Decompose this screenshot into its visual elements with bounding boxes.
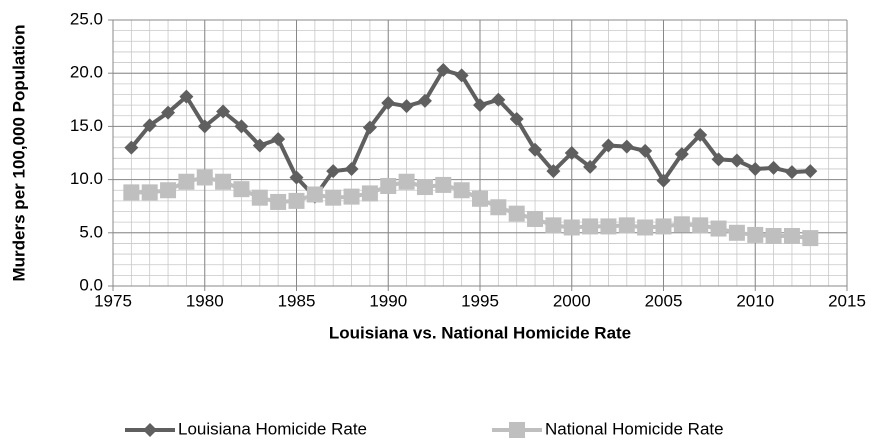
marker — [179, 89, 194, 104]
x-axis-label: Louisiana vs. National Homicide Rate — [329, 323, 631, 342]
marker — [803, 164, 818, 179]
marker — [326, 164, 341, 179]
x-tick-label: 2015 — [828, 291, 866, 310]
marker — [271, 132, 286, 147]
marker — [509, 111, 524, 126]
marker — [288, 192, 305, 209]
marker — [545, 217, 562, 234]
marker — [399, 99, 414, 114]
marker — [528, 142, 543, 157]
marker — [417, 93, 432, 108]
x-tick-label: 1975 — [94, 291, 132, 310]
marker — [344, 161, 359, 176]
marker — [343, 188, 360, 205]
marker — [416, 179, 433, 196]
marker — [673, 216, 690, 233]
y-tick-label: 10.0 — [70, 169, 103, 188]
marker — [748, 161, 763, 176]
marker — [508, 205, 525, 222]
marker — [381, 95, 396, 110]
marker — [234, 119, 249, 134]
x-tick-label: 1980 — [186, 291, 224, 310]
y-tick-label: 0.0 — [79, 275, 103, 294]
marker — [289, 170, 304, 185]
marker — [197, 119, 212, 134]
marker — [527, 210, 544, 227]
marker — [380, 177, 397, 194]
marker — [710, 220, 727, 237]
marker — [619, 139, 634, 154]
marker — [124, 140, 139, 155]
marker — [490, 199, 507, 216]
x-tick-label: 1995 — [461, 291, 499, 310]
marker — [766, 160, 781, 175]
marker — [325, 189, 342, 206]
marker — [563, 219, 580, 236]
legend-label: National Homicide Rate — [545, 419, 724, 438]
marker — [143, 423, 157, 437]
marker — [692, 217, 709, 234]
marker — [729, 153, 744, 168]
marker — [196, 169, 213, 186]
marker — [783, 227, 800, 244]
legend-label: Louisiana Homicide Rate — [178, 419, 367, 438]
marker — [674, 147, 689, 162]
marker — [306, 186, 323, 203]
marker — [473, 98, 487, 113]
marker — [618, 217, 635, 234]
marker — [600, 218, 617, 235]
marker — [472, 190, 488, 207]
marker — [178, 173, 195, 190]
marker — [564, 146, 579, 160]
x-tick-label: 1990 — [369, 291, 407, 310]
marker — [638, 143, 653, 158]
marker — [215, 173, 232, 190]
marker — [765, 227, 782, 244]
y-tick-label: 25.0 — [70, 9, 103, 28]
marker — [435, 176, 452, 193]
y-tick-label: 20.0 — [70, 63, 103, 82]
marker — [141, 184, 158, 201]
marker — [161, 105, 176, 120]
marker — [637, 219, 654, 236]
x-tick-label: 2005 — [645, 291, 683, 310]
marker — [453, 182, 470, 199]
y-axis-label: Murders per 100,000 Population — [9, 25, 28, 282]
marker — [711, 152, 726, 167]
marker — [582, 218, 599, 235]
marker — [216, 104, 231, 119]
marker — [142, 118, 157, 133]
x-tick-label: 2000 — [553, 291, 591, 310]
marker — [693, 127, 708, 142]
marker — [123, 184, 140, 201]
marker — [802, 230, 819, 247]
marker — [546, 164, 561, 179]
marker — [747, 226, 764, 243]
marker — [784, 165, 799, 180]
marker — [509, 422, 525, 438]
marker — [362, 120, 377, 135]
x-tick-label: 2010 — [736, 291, 774, 310]
marker — [436, 63, 451, 78]
marker — [233, 181, 250, 198]
marker — [454, 68, 469, 83]
marker — [728, 224, 745, 241]
marker — [398, 173, 415, 190]
y-tick-label: 5.0 — [79, 222, 103, 241]
marker — [252, 138, 267, 153]
marker — [491, 92, 506, 107]
marker — [160, 182, 177, 199]
marker — [583, 159, 598, 174]
x-tick-label: 1985 — [278, 291, 316, 310]
marker — [270, 193, 287, 210]
marker — [251, 189, 268, 206]
marker — [361, 185, 378, 202]
marker — [656, 173, 671, 188]
marker — [601, 138, 616, 153]
y-tick-label: 15.0 — [70, 116, 103, 135]
marker — [655, 218, 672, 235]
